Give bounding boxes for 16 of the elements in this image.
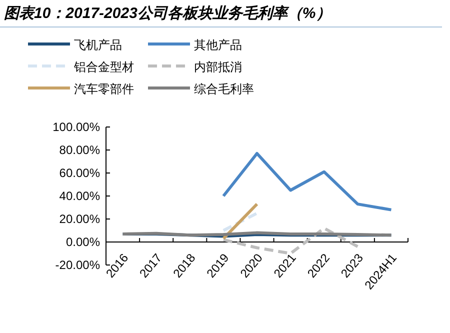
line-series <box>222 152 393 212</box>
y-tick-label: -20.00% <box>55 258 100 272</box>
y-tick-label: 60.00% <box>59 166 100 180</box>
legend-label: 内部抵消 <box>194 60 242 74</box>
y-tick-label: 40.00% <box>59 189 100 203</box>
legend-label: 汽车零部件 <box>74 82 134 96</box>
y-tick-label: 100.00% <box>52 120 100 134</box>
legend-label: 飞机产品 <box>74 38 122 52</box>
legend-label: 综合毛利率 <box>194 82 254 96</box>
y-tick-label: 80.00% <box>59 143 100 157</box>
line-series <box>222 226 360 255</box>
y-tick-label: 0.00% <box>66 235 100 249</box>
chart-title: 图表10：2017-2023公司各板块业务毛利率（%） <box>4 4 331 22</box>
y-tick-label: 20.00% <box>59 212 100 226</box>
legend-label: 其他产品 <box>194 38 242 52</box>
legend-label: 铝合金型材 <box>73 60 134 74</box>
